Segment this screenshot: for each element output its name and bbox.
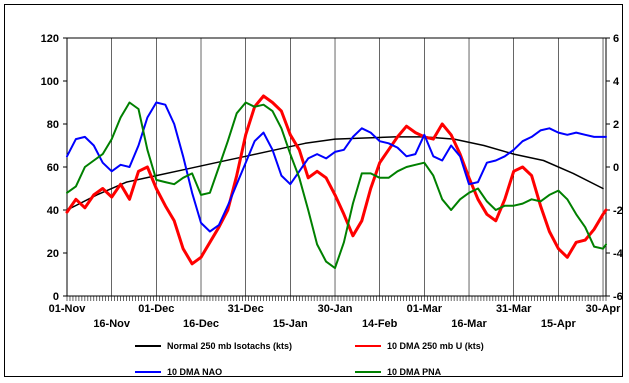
y-axis-labels: 0 20 40 60 80 100 120 -6 -4 -2 0 2 4 6 [41, 33, 624, 303]
legend-label: 10 DMA 250 mb U (kts) [387, 341, 484, 351]
y-left-tick-label: 80 [47, 119, 59, 131]
legend: Normal 250 mb Isotachs (kts) 10 DMA 250 m… [135, 341, 484, 377]
y-right-tick-label: 0 [613, 162, 619, 174]
x-tick-label: 31-Mar [496, 303, 532, 315]
x-tick-label: 01-Mar [407, 303, 443, 315]
y-right-tick-label: -6 [613, 291, 623, 303]
x-tick-label: 30-Jan [318, 303, 353, 315]
y-right-tick-label: 4 [613, 76, 620, 88]
legend-label: 10 DMA PNA [387, 367, 442, 377]
x-tick-label: 16-Nov [93, 318, 131, 330]
x-axis-labels: 01-Nov 01-Dec 31-Dec 30-Jan 01-Mar 31-Mar 30-A… [49, 303, 622, 330]
x-tick-label: 30-Apr [586, 303, 622, 315]
y-right-tick-label: -2 [613, 205, 623, 217]
legend-label: 10 DMA NAO [167, 367, 222, 377]
y-left-tick-label: 120 [41, 33, 59, 45]
x-tick-label: 01-Dec [138, 303, 174, 315]
x-tick-label: 31-Dec [228, 303, 264, 315]
y-right-tick-label: 6 [613, 33, 619, 45]
series-line [66, 101, 607, 233]
legend-label: Normal 250 mb Isotachs (kts) [167, 341, 292, 351]
y-left-tick-label: 20 [47, 248, 59, 260]
series-lines [65, 94, 608, 270]
x-tick-label: 14-Feb [362, 318, 398, 330]
series-line [66, 136, 604, 211]
x-tick-label: 16-Mar [451, 318, 487, 330]
y-left-tick-label: 60 [47, 162, 59, 174]
x-tick-label: 15-Jan [273, 318, 308, 330]
y-left-tick-label: 100 [41, 76, 59, 88]
x-tick-label: 01-Nov [49, 303, 87, 315]
x-tick-label: 15-Apr [541, 318, 577, 330]
y-right-tick-label: 2 [613, 119, 619, 131]
series-line [65, 94, 608, 266]
y-left-tick-label: 40 [47, 205, 59, 217]
y-right-tick-label: -4 [613, 248, 624, 260]
grid-lines [111, 38, 604, 296]
y-left-tick-label: 0 [53, 291, 59, 303]
series-line [66, 101, 607, 270]
axes [63, 37, 610, 301]
x-tick-label: 16-Dec [183, 318, 219, 330]
